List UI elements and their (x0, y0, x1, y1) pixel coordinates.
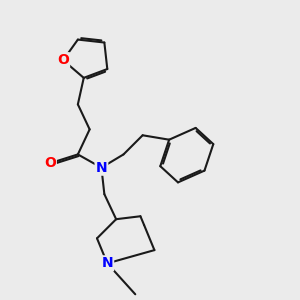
Text: O: O (57, 53, 69, 67)
Text: O: O (44, 156, 56, 170)
Text: N: N (101, 256, 113, 270)
Text: N: N (96, 161, 107, 175)
